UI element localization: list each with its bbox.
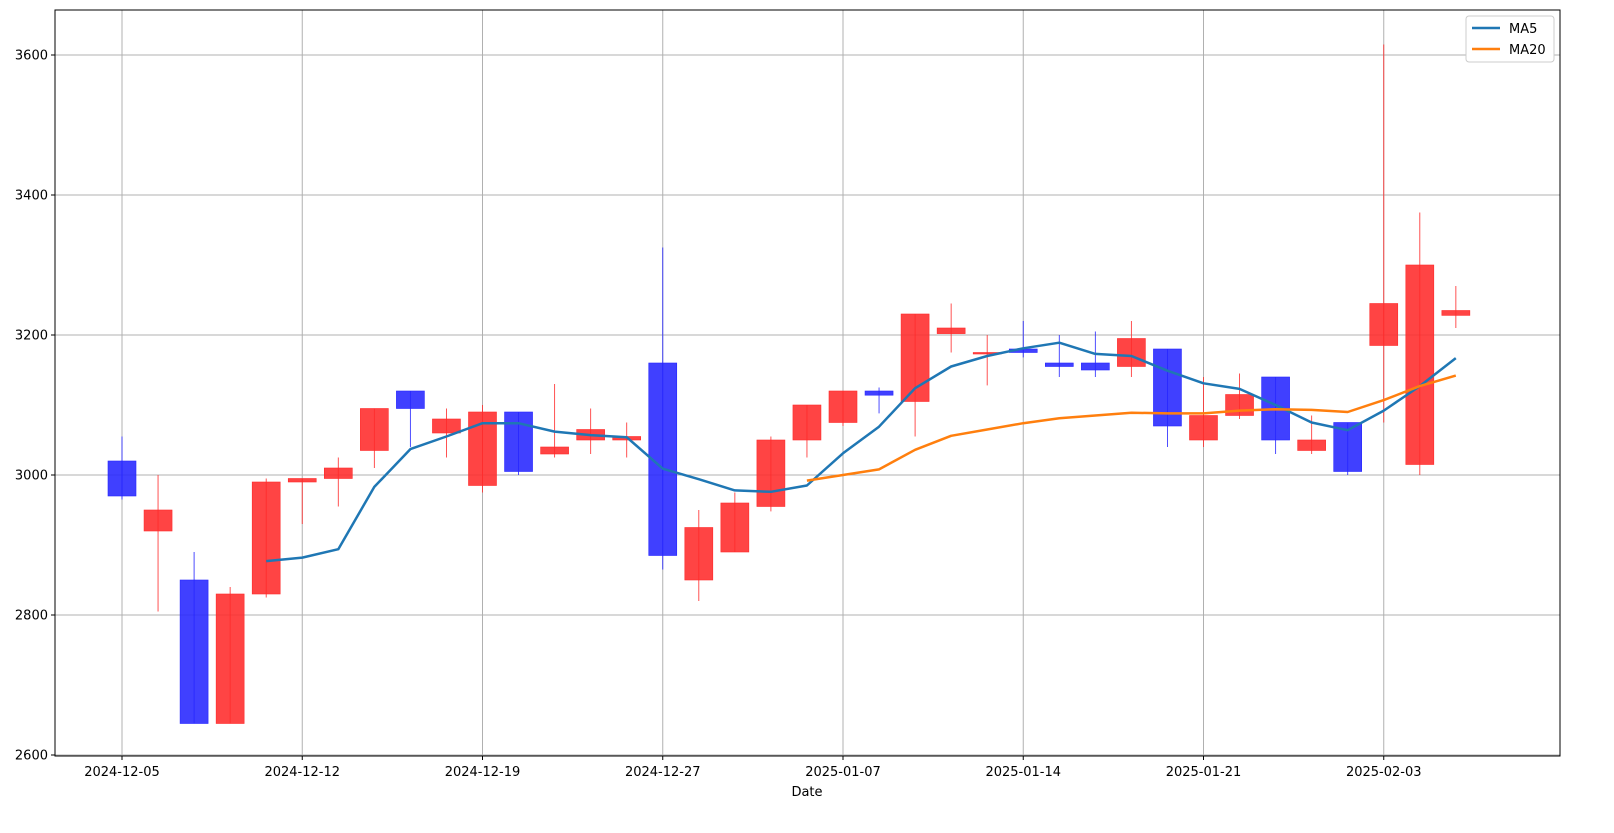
- x-tick-label: 2025-01-07: [805, 765, 881, 780]
- y-tick-label: 3600: [15, 49, 48, 64]
- candle-body-down: [864, 390, 894, 396]
- candle-body-up: [1189, 415, 1218, 441]
- candle-body-up: [215, 593, 245, 724]
- y-tick-label: 3000: [15, 469, 48, 484]
- series-line-ma20: [806, 374, 1457, 482]
- x-tick-label: 2025-02-03: [1346, 765, 1422, 780]
- candle-body-up: [1441, 310, 1471, 316]
- x-tick-label: 2024-12-05: [84, 765, 160, 780]
- y-tick-label: 2800: [15, 609, 48, 624]
- candle-body-up: [323, 467, 353, 479]
- moving-average-lines: [266, 341, 1457, 563]
- candle-body-up: [1405, 264, 1435, 465]
- candle-body-up: [1117, 338, 1146, 367]
- candle-body-down: [504, 411, 533, 472]
- candle-body-up: [828, 390, 858, 423]
- x-tick-label: 2024-12-19: [445, 765, 521, 780]
- legend: MA5 MA20: [1465, 15, 1555, 63]
- plot-frame: [54, 9, 1561, 757]
- candle-body-down: [179, 579, 209, 724]
- candle-body-down: [1045, 362, 1074, 367]
- plot-background: [55, 10, 1560, 756]
- x-tick-label: 2024-12-27: [625, 765, 701, 780]
- candle-body-down: [396, 390, 425, 409]
- candle-body-down: [1081, 362, 1110, 371]
- y-tick-label: 3200: [15, 329, 48, 344]
- candle-body-down: [107, 460, 137, 497]
- candle-body-up: [720, 502, 750, 553]
- candle-body-up: [1369, 303, 1399, 346]
- x-tick-label: 2025-01-14: [985, 765, 1061, 780]
- y-axis-ticks: 2600 2800 3000 3200 3400 3600: [15, 49, 55, 764]
- candle-body-up: [251, 481, 281, 595]
- x-tick-label: 2024-12-12: [264, 765, 340, 780]
- legend-label-ma20: MA20: [1509, 43, 1546, 58]
- candle-body-up: [1297, 439, 1326, 451]
- candle-body-up: [792, 404, 822, 441]
- candle-body-up: [143, 509, 173, 532]
- candle-body-up: [936, 327, 966, 334]
- y-tick-label: 2600: [15, 749, 48, 764]
- candle-body-up: [360, 408, 389, 451]
- candle-bodies: [107, 264, 1471, 724]
- candle-body-up: [540, 446, 569, 455]
- candle-body-up: [432, 418, 461, 434]
- candle-body-up: [756, 439, 786, 507]
- series-line-ma5: [266, 341, 1457, 563]
- y-tick-label: 3400: [15, 189, 48, 204]
- legend-label-ma5: MA5: [1509, 22, 1537, 37]
- candle-body-up: [684, 527, 714, 581]
- x-tick-label: 2025-01-21: [1166, 765, 1242, 780]
- x-axis-ticks: 2024-12-05 2024-12-12 2024-12-19 2024-12-27…: [84, 756, 1422, 780]
- x-axis-label: Date: [791, 785, 822, 800]
- candle-body-up: [287, 478, 317, 483]
